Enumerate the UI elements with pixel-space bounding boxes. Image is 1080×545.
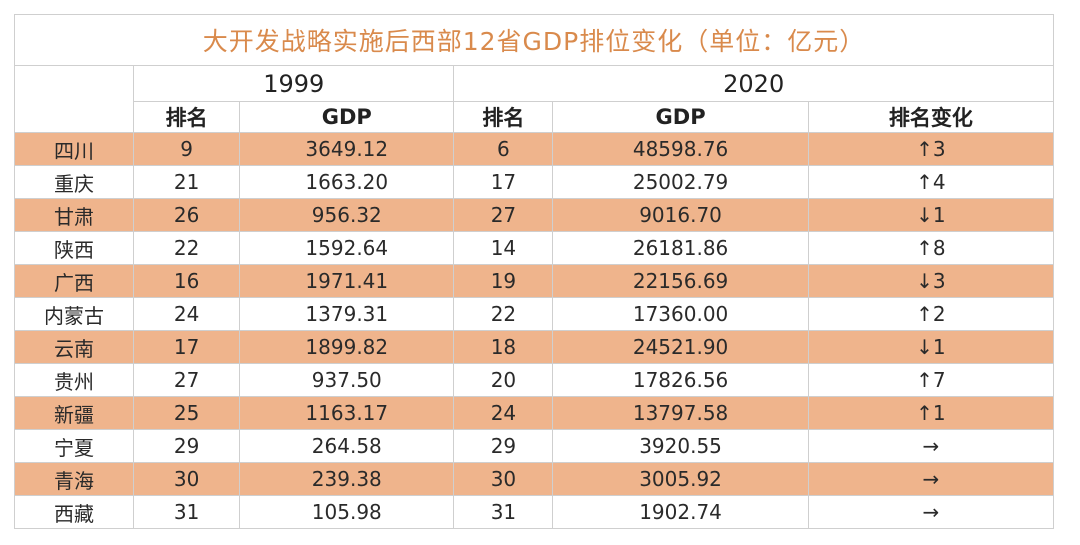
gdp-1999-cell: 105.98: [239, 495, 455, 529]
year-2020-header: 2020: [453, 65, 1054, 102]
gdp-1999-cell: 264.58: [239, 429, 455, 463]
gdp-2020-cell: 24521.90: [552, 330, 809, 364]
gdp-1999-header: GDP: [239, 101, 455, 133]
gdp-1999-cell: 1899.82: [239, 330, 455, 364]
table-row: 青海 30 239.38 30 3005.92 →: [13, 462, 1055, 496]
gdp-1999-cell: 937.50: [239, 363, 455, 397]
gdp-1999-cell: 239.38: [239, 462, 455, 496]
rank-change-cell: →: [807, 462, 1055, 496]
rank-2020-cell: 30: [453, 462, 554, 496]
rank-2020-cell: 18: [453, 330, 554, 364]
rank-2020-cell: 19: [453, 264, 554, 298]
gdp-2020-cell: 48598.76: [552, 132, 809, 166]
rank-1999-cell: 22: [133, 231, 241, 265]
rank-change-cell: ↓1: [807, 330, 1055, 364]
rank-change-cell: →: [807, 495, 1055, 529]
table-row: 宁夏 29 264.58 29 3920.55 →: [13, 429, 1055, 463]
gdp-2020-cell: 3920.55: [552, 429, 809, 463]
rank-2020-cell: 17: [453, 165, 554, 199]
rank-change-cell: ↑4: [807, 165, 1055, 199]
rank-1999-cell: 16: [133, 264, 241, 298]
province-cell: 贵州: [13, 363, 135, 397]
rank-2020-cell: 20: [453, 363, 554, 397]
gdp-2020-cell: 17826.56: [552, 363, 809, 397]
gdp-2020-cell: 9016.70: [552, 198, 809, 232]
rank-1999-cell: 9: [133, 132, 241, 166]
gdp-1999-cell: 1663.20: [239, 165, 455, 199]
rank-1999-cell: 26: [133, 198, 241, 232]
table-row: 重庆 21 1663.20 17 25002.79 ↑4: [13, 165, 1055, 199]
rank-change-cell: ↑2: [807, 297, 1055, 331]
province-cell: 西藏: [13, 495, 135, 529]
rank-1999-cell: 29: [133, 429, 241, 463]
rank-2020-cell: 29: [453, 429, 554, 463]
table-row: 陕西 22 1592.64 14 26181.86 ↑8: [13, 231, 1055, 265]
province-cell: 云南: [13, 330, 135, 364]
gdp-2020-cell: 1902.74: [552, 495, 809, 529]
gdp-2020-cell: 22156.69: [552, 264, 809, 298]
gdp-2020-cell: 25002.79: [552, 165, 809, 199]
province-cell: 宁夏: [13, 429, 135, 463]
rank-2020-cell: 6: [453, 132, 554, 166]
rank-1999-cell: 24: [133, 297, 241, 331]
rank-1999-cell: 30: [133, 462, 241, 496]
rank-change-cell: ↓3: [807, 264, 1055, 298]
rank-1999-cell: 25: [133, 396, 241, 430]
gdp-table-container: 大开发战略实施后西部12省GDP排位变化（单位：亿元） 1999 2020 排名…: [13, 14, 1055, 529]
rank-1999-header: 排名: [133, 101, 241, 133]
table-row: 新疆 25 1163.17 24 13797.58 ↑1: [13, 396, 1055, 430]
province-cell: 重庆: [13, 165, 135, 199]
province-cell: 内蒙古: [13, 297, 135, 331]
rank-change-cell: ↑3: [807, 132, 1055, 166]
table-row: 四川 9 3649.12 6 48598.76 ↑3: [13, 132, 1055, 166]
rank-2020-cell: 27: [453, 198, 554, 232]
gdp-1999-cell: 1379.31: [239, 297, 455, 331]
rank-2020-header: 排名: [453, 101, 554, 133]
rank-1999-cell: 31: [133, 495, 241, 529]
gdp-1999-cell: 3649.12: [239, 132, 455, 166]
rank-change-cell: ↑7: [807, 363, 1055, 397]
gdp-2020-header: GDP: [552, 101, 809, 133]
table-row: 内蒙古 24 1379.31 22 17360.00 ↑2: [13, 297, 1055, 331]
table-row: 贵州 27 937.50 20 17826.56 ↑7: [13, 363, 1055, 397]
gdp-2020-cell: 17360.00: [552, 297, 809, 331]
rank-change-cell: ↓1: [807, 198, 1055, 232]
gdp-2020-cell: 13797.58: [552, 396, 809, 430]
province-cell: 陕西: [13, 231, 135, 265]
table-row: 广西 16 1971.41 19 22156.69 ↓3: [13, 264, 1055, 298]
province-cell: 青海: [13, 462, 135, 496]
rank-1999-cell: 27: [133, 363, 241, 397]
rank-change-cell: →: [807, 429, 1055, 463]
province-header-blank: [13, 65, 135, 133]
gdp-2020-cell: 3005.92: [552, 462, 809, 496]
rank-1999-cell: 21: [133, 165, 241, 199]
rank-1999-cell: 17: [133, 330, 241, 364]
table-row: 云南 17 1899.82 18 24521.90 ↓1: [13, 330, 1055, 364]
rank-2020-cell: 14: [453, 231, 554, 265]
province-cell: 新疆: [13, 396, 135, 430]
rank-2020-cell: 22: [453, 297, 554, 331]
gdp-1999-cell: 1592.64: [239, 231, 455, 265]
rank-2020-cell: 24: [453, 396, 554, 430]
province-cell: 广西: [13, 264, 135, 298]
rank-change-cell: ↑8: [807, 231, 1055, 265]
gdp-1999-cell: 1971.41: [239, 264, 455, 298]
gdp-1999-cell: 1163.17: [239, 396, 455, 430]
rank-2020-cell: 31: [453, 495, 554, 529]
province-cell: 四川: [13, 132, 135, 166]
table-row: 甘肃 26 956.32 27 9016.70 ↓1: [13, 198, 1055, 232]
gdp-1999-cell: 956.32: [239, 198, 455, 232]
gdp-2020-cell: 26181.86: [552, 231, 809, 265]
table-title: 大开发战略实施后西部12省GDP排位变化（单位：亿元）: [14, 14, 1054, 66]
table-row: 西藏 31 105.98 31 1902.74 →: [13, 495, 1055, 529]
gdp-ranking-table: 大开发战略实施后西部12省GDP排位变化（单位：亿元） 1999 2020 排名…: [13, 14, 1055, 529]
rank-change-header: 排名变化: [807, 101, 1055, 133]
province-cell: 甘肃: [13, 198, 135, 232]
rank-change-cell: ↑1: [807, 396, 1055, 430]
year-1999-header: 1999: [133, 65, 455, 102]
